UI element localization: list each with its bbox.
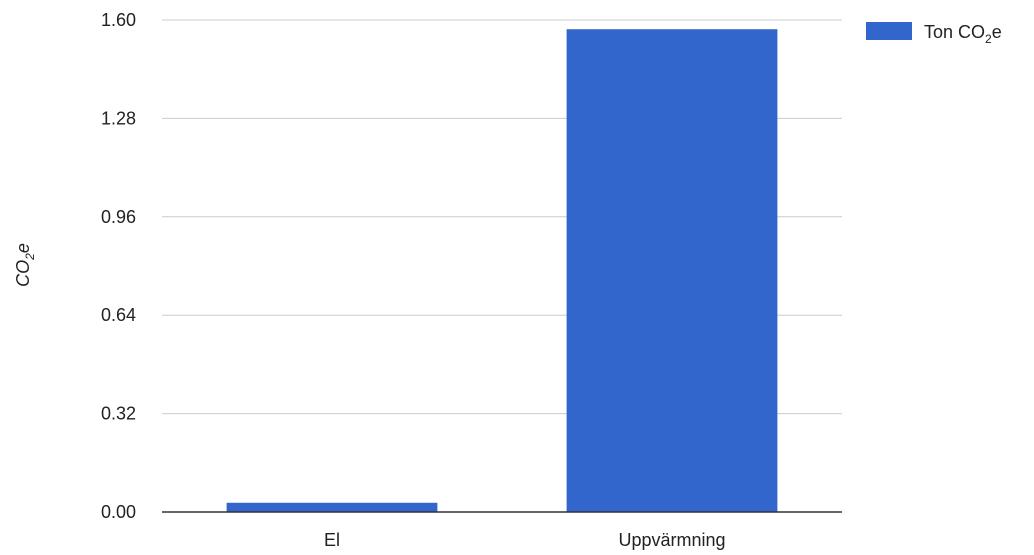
y-tick-label: 0.64 <box>101 305 136 325</box>
x-axis-tick-labels: El Uppvärmning <box>324 530 726 550</box>
legend-swatch <box>866 22 912 40</box>
y-tick-label: 0.96 <box>101 207 136 227</box>
y-tick-label: 1.60 <box>101 10 136 30</box>
y-axis-tick-labels: 0.00 0.32 0.64 0.96 1.28 1.60 <box>101 10 136 522</box>
y-tick-label: 0.00 <box>101 502 136 522</box>
legend-label: Ton CO2e <box>924 22 1002 46</box>
bar <box>226 502 438 512</box>
x-tick-label: El <box>324 530 340 550</box>
y-axis-title: CO2e <box>13 243 37 287</box>
bars <box>226 29 778 512</box>
legend: Ton CO2e <box>866 22 1002 46</box>
y-tick-label: 1.28 <box>101 108 136 128</box>
x-tick-label: Uppvärmning <box>618 530 725 550</box>
bar <box>566 29 778 512</box>
y-tick-label: 0.32 <box>101 404 136 424</box>
